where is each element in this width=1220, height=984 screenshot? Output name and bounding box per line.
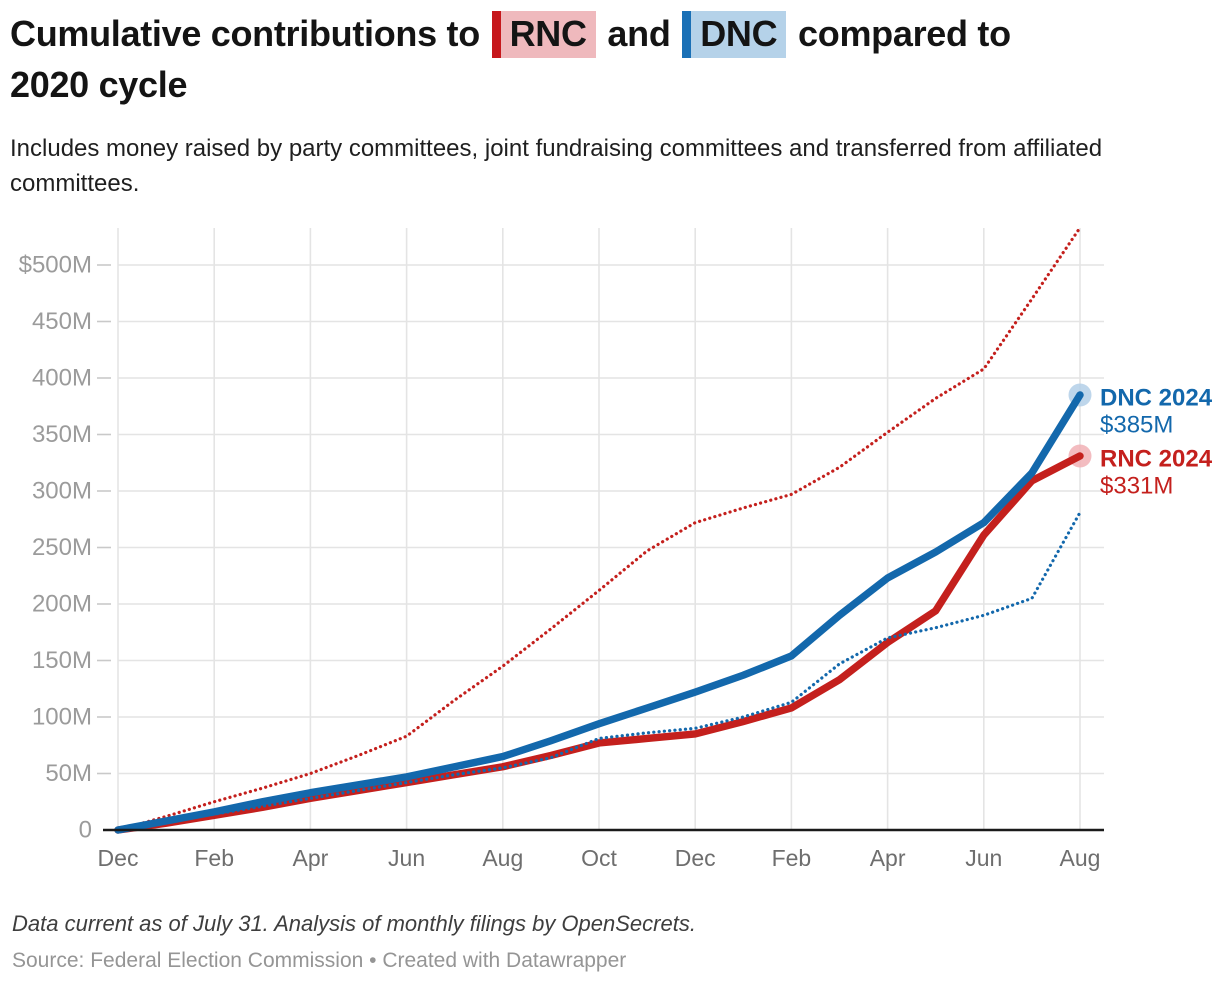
x-axis-label: Oct (581, 845, 617, 871)
series-end-value: $385M (1100, 411, 1173, 438)
series-line-rnc-2020[interactable] (116, 226, 1082, 832)
y-axis-label: 200M (32, 591, 92, 618)
rnc-highlight-chip: RNC (491, 11, 596, 58)
x-axis-label: Feb (772, 845, 812, 871)
chart-title-line-1: Cumulative contributions to RNC and DNC … (10, 8, 1011, 59)
x-axis-label: Dec (98, 845, 139, 871)
series-lines (114, 226, 1092, 834)
series-end-label: RNC 2024 (1100, 445, 1213, 472)
dnc-highlight-label: DNC (700, 13, 778, 54)
chart-title: Cumulative contributions to RNC and DNC … (10, 8, 1011, 110)
series-end-labels: RNC 2024$331M DNC 2024$385M (1100, 384, 1213, 499)
y-axis-label: 450M (32, 308, 92, 335)
title-text-suffix: compared to (798, 13, 1011, 54)
series-line-dnc-2024[interactable] (114, 391, 1084, 834)
y-axis-label: 0 (79, 817, 92, 844)
title-text-and: and (607, 13, 671, 54)
gridlines (97, 228, 1104, 830)
y-axis-label: 100M (32, 704, 92, 731)
y-axis-label: 250M (32, 534, 92, 561)
y-axis-labels: $500M 450M 400M 350M 300M 250M 200M 150M 100M 50M… (19, 252, 92, 844)
x-axis-labels: Dec Feb Apr Jun Aug Oct Dec Feb Apr Jun Aug (98, 845, 1101, 871)
series-end-label: DNC 2024 (1100, 384, 1213, 411)
y-axis-label: 300M (32, 478, 92, 505)
x-axis-label: Aug (482, 845, 523, 871)
x-axis-label: Aug (1060, 845, 1101, 871)
dnc-highlight-chip: DNC (682, 11, 787, 58)
series-line-rnc-2024[interactable] (114, 452, 1084, 834)
y-axis-label: 150M (32, 647, 92, 674)
y-axis-label: 50M (45, 760, 92, 787)
x-axis-label: Dec (675, 845, 716, 871)
x-axis-label: Jun (965, 845, 1002, 871)
source-line: Source: Federal Election Commission • Cr… (12, 949, 627, 972)
y-axis-label: 350M (32, 421, 92, 448)
y-axis-label: 400M (32, 365, 92, 392)
x-axis-label: Apr (293, 845, 329, 871)
data-note: Data current as of July 31. Analysis of … (12, 911, 696, 936)
y-axis-label: $500M (19, 252, 92, 279)
title-text-prefix: Cumulative contributions to (10, 13, 480, 54)
series-line-dnc-2020[interactable] (116, 510, 1082, 832)
rnc-highlight-label: RNC (509, 13, 587, 54)
x-axis-label: Jun (388, 845, 425, 871)
chart-subtitle: Includes money raised by party committee… (10, 135, 1103, 197)
x-axis-label: Apr (870, 845, 906, 871)
chart-title-line-2: 2020 cycle (10, 64, 188, 105)
series-end-value: $331M (1100, 472, 1173, 499)
x-axis-label: Feb (194, 845, 234, 871)
